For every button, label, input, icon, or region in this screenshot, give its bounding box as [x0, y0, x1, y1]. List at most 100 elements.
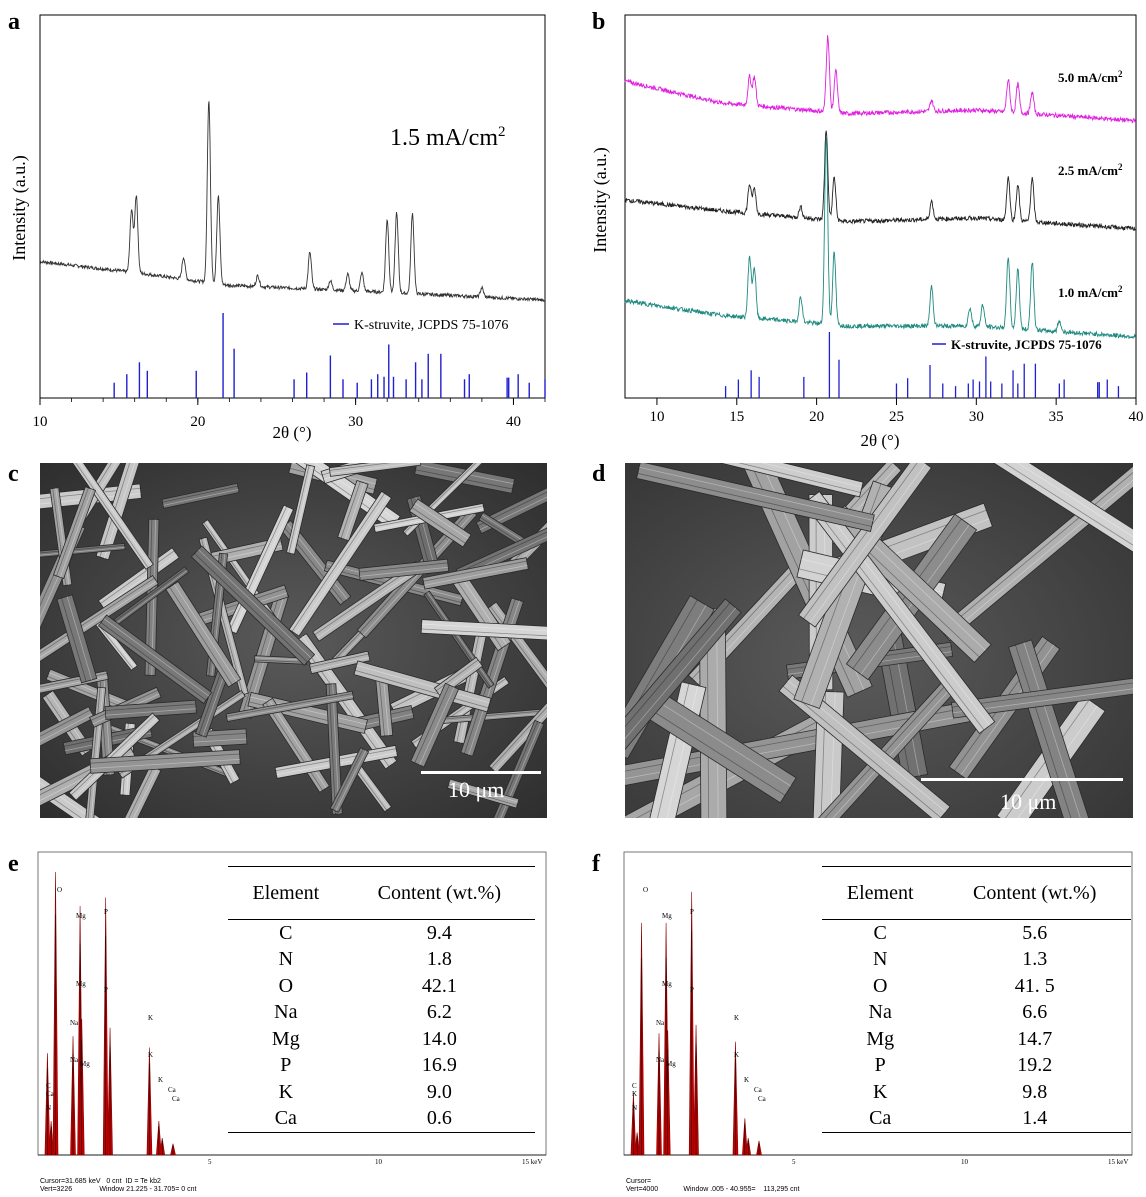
- element-cell: O: [822, 973, 938, 1000]
- edx-peak-label: Ca: [168, 1086, 177, 1094]
- y-axis-label: Intensity (a.u.): [9, 155, 30, 260]
- edx-peak-label: P: [690, 908, 694, 916]
- edx-peak-label: Mg: [662, 912, 672, 920]
- x-axis-label: 2θ (°): [860, 431, 899, 450]
- element-cell: Mg: [228, 1026, 344, 1053]
- element-cell: Na: [228, 1000, 344, 1027]
- element-cell: N: [822, 947, 938, 974]
- tick-label-5: 5: [208, 1158, 212, 1166]
- content-cell: 9.4: [344, 920, 535, 947]
- edx-footer-line1: Cursor=31.685 keV 0 cnt ID = Te kb2: [40, 1178, 161, 1186]
- x-axis-label: 2θ (°): [272, 423, 311, 442]
- annotation-current-density: 1.5 mA/cm2: [390, 124, 506, 151]
- edx-peak-label: Na: [656, 1019, 665, 1027]
- content-cell: 9.8: [938, 1079, 1131, 1106]
- content-cell: 1.4: [938, 1106, 1131, 1133]
- content-cell: 42.1: [344, 973, 535, 1000]
- edx-peak-label: P: [690, 986, 694, 994]
- x-tick-label: 10: [33, 414, 48, 430]
- element-cell: C: [228, 920, 344, 947]
- content-cell: 41. 5: [938, 973, 1131, 1000]
- sem-image-d: 10 μm: [625, 463, 1133, 818]
- edx-peak-label: Ca: [172, 1095, 181, 1103]
- edx-peak-label: Mg: [80, 1060, 90, 1068]
- edx-peak-label: K: [158, 1076, 163, 1084]
- scale-bar-label: 10 μm: [1000, 789, 1056, 815]
- content-cell: 1.3: [938, 947, 1131, 974]
- element-cell: K: [228, 1079, 344, 1106]
- content-cell: 9.0: [344, 1079, 535, 1106]
- x-tick-label: 35: [1049, 409, 1064, 425]
- scale-bar: [421, 771, 541, 774]
- edx-peak-label: C: [632, 1082, 637, 1090]
- element-cell: N: [228, 947, 344, 974]
- element-cell: Mg: [822, 1026, 938, 1053]
- series-label-1mA: 1.0 mA/cm2: [1058, 284, 1123, 300]
- panel-letter-c: c: [8, 462, 19, 486]
- y-axis-label: Intensity (a.u.): [590, 147, 611, 252]
- header-element: Element: [228, 867, 344, 920]
- edx-peak-label: K: [148, 1051, 153, 1059]
- x-tick-label: 40: [1129, 409, 1144, 425]
- edx-peak-label: C: [46, 1082, 51, 1090]
- content-cell: 6.6: [938, 1000, 1131, 1027]
- edx-peak-label: O: [57, 886, 62, 894]
- x-tick-label: 20: [190, 414, 205, 430]
- edx-peak-label: N: [632, 1104, 637, 1112]
- edx-peak-label: Na: [70, 1056, 79, 1064]
- header-content: Content (wt.%): [344, 867, 535, 920]
- edx-peak-label: K: [734, 1014, 739, 1022]
- edx-footer-line2: Vert=3226 Window 21.225 - 31.705= 0 cnt: [40, 1186, 196, 1194]
- x-tick-label: 15: [729, 409, 744, 425]
- series-label-2.5mA: 2.5 mA/cm2: [1058, 162, 1123, 178]
- element-cell: K: [822, 1079, 938, 1106]
- header-content: Content (wt.%): [938, 867, 1131, 920]
- edx-peak-label: Na: [70, 1019, 79, 1027]
- edx-peak-label: Mg: [76, 912, 86, 920]
- scale-bar-label: 10 μm: [448, 777, 504, 803]
- content-cell: 6.2: [344, 1000, 535, 1027]
- edx-peak-label: Ca: [754, 1086, 763, 1094]
- x-tick-label: 10: [649, 409, 664, 425]
- edx-peak-label: Mg: [76, 980, 86, 988]
- legend-label: K-struvite, JCPDS 75-1076: [951, 337, 1102, 352]
- header-element: Element: [822, 867, 938, 920]
- content-cell: 19.2: [938, 1053, 1131, 1080]
- legend-label: K-struvite, JCPDS 75-1076: [354, 318, 508, 333]
- tick-label-5: 5: [792, 1158, 796, 1166]
- xrd-pattern-line: [625, 131, 1136, 231]
- tick-label-15: 15 keV: [1108, 1158, 1128, 1166]
- content-cell: 0.6: [344, 1106, 535, 1133]
- panel-letter-d: d: [592, 462, 605, 486]
- edx-peak-label: P: [104, 986, 108, 994]
- element-cell: Ca: [822, 1106, 938, 1133]
- edx-footer-line2: Vert=4000 Window .005 - 40.955= 113,295 …: [626, 1186, 799, 1194]
- element-cell: C: [822, 920, 938, 947]
- edx-peak-label: Ca: [46, 1090, 55, 1098]
- edx-footer-line1: Cursor=: [626, 1178, 651, 1186]
- element-cell: P: [228, 1053, 344, 1080]
- edx-peak-label: K: [148, 1014, 153, 1022]
- edx-peak-label: K: [734, 1051, 739, 1059]
- element-cell: P: [822, 1053, 938, 1080]
- panel-letter-f: f: [592, 852, 600, 876]
- x-tick-label: 30: [348, 414, 363, 430]
- sem-micrograph-d: [625, 463, 1133, 818]
- x-tick-label: 30: [969, 409, 984, 425]
- edx-peak-label: K: [632, 1090, 637, 1098]
